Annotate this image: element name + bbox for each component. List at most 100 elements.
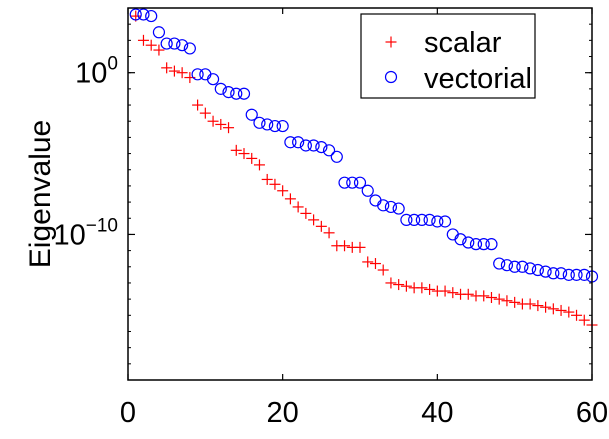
legend-box bbox=[360, 13, 536, 99]
data-markers bbox=[129, 8, 599, 331]
legend-marker-vectorial bbox=[384, 70, 398, 84]
vectorial-point bbox=[469, 238, 483, 251]
scalar-point bbox=[223, 122, 235, 134]
vectorial-point bbox=[330, 150, 343, 163]
vectorial-point bbox=[137, 8, 150, 21]
vectorial-point bbox=[547, 267, 560, 280]
vectorial-point bbox=[408, 213, 421, 226]
x-tick-label: 20 bbox=[267, 397, 299, 429]
vectorial-point bbox=[361, 184, 374, 197]
axis-ticks: 0 20 40 60 100 10−10 bbox=[54, 7, 608, 429]
scalar-point bbox=[300, 207, 312, 219]
scalar-point bbox=[308, 214, 320, 226]
scalar-point bbox=[315, 220, 327, 232]
scalar-point bbox=[230, 144, 242, 156]
vectorial-point bbox=[531, 263, 544, 277]
scalar-point bbox=[207, 115, 219, 127]
scalar-point bbox=[161, 62, 173, 74]
y-tick-label: 100 bbox=[75, 54, 118, 90]
vectorial-point bbox=[570, 268, 583, 281]
vectorial-point bbox=[160, 37, 173, 50]
vectorial-point bbox=[129, 8, 142, 21]
vectorial-point bbox=[493, 257, 506, 270]
scalar-point bbox=[369, 258, 381, 270]
scalar-point bbox=[524, 298, 536, 310]
vectorial-point bbox=[477, 238, 490, 251]
vectorial-point bbox=[485, 238, 498, 251]
vectorial-point bbox=[245, 108, 258, 121]
vectorial-point bbox=[508, 260, 521, 273]
legend-circle-icon bbox=[384, 70, 398, 84]
scalar-point bbox=[462, 288, 474, 300]
scalar-point bbox=[493, 293, 505, 305]
scalar-point bbox=[145, 39, 157, 51]
vectorial-point bbox=[438, 215, 452, 228]
scalar-point bbox=[424, 283, 436, 295]
scalar-point bbox=[246, 152, 258, 164]
vectorial-point bbox=[462, 236, 475, 249]
vectorial-point bbox=[268, 119, 282, 133]
vectorial-point bbox=[322, 144, 336, 157]
vectorial-point bbox=[222, 86, 235, 99]
vectorial-point bbox=[454, 233, 467, 246]
scalar-point bbox=[292, 201, 304, 213]
scalar-point bbox=[439, 285, 451, 297]
vectorial-point bbox=[168, 37, 181, 50]
scalar-point bbox=[199, 107, 211, 119]
vectorial-point bbox=[183, 42, 196, 55]
scalar-point bbox=[540, 301, 552, 313]
vectorial-point bbox=[176, 39, 189, 52]
scalar-point bbox=[578, 314, 590, 326]
scalar-point bbox=[485, 292, 497, 304]
vectorial-point bbox=[145, 9, 158, 23]
vectorial-point bbox=[299, 139, 312, 152]
scalar-point bbox=[563, 306, 575, 318]
scalar-point bbox=[447, 287, 459, 299]
vectorial-point bbox=[353, 176, 367, 189]
scalar-point bbox=[416, 282, 428, 294]
vectorial-point bbox=[253, 116, 266, 129]
legend-label-vectorial: vectorial bbox=[424, 63, 532, 95]
scalar-point bbox=[238, 148, 250, 160]
x-tick-label: 0 bbox=[120, 397, 136, 429]
vectorial-point bbox=[384, 200, 398, 214]
legend-label-scalar: scalar bbox=[424, 27, 502, 59]
scalar-point bbox=[284, 193, 296, 205]
vectorial-point bbox=[423, 213, 436, 226]
scalar-point bbox=[400, 280, 412, 292]
scalar-point bbox=[253, 159, 265, 171]
vectorial-point bbox=[377, 199, 390, 212]
scalar-point bbox=[215, 118, 227, 130]
scalar-point bbox=[354, 241, 366, 253]
scalar-point bbox=[571, 309, 583, 321]
vectorial-point bbox=[338, 176, 351, 189]
scalar-point bbox=[532, 300, 544, 312]
legend-marker-scalar bbox=[385, 36, 397, 48]
axes-frame bbox=[127, 7, 593, 381]
x-tick-label: 40 bbox=[421, 397, 453, 429]
vectorial-point bbox=[191, 68, 204, 81]
vectorial-point bbox=[562, 268, 575, 281]
x-tick-label: 60 bbox=[576, 397, 608, 429]
scalar-point bbox=[168, 65, 180, 77]
scalar-point bbox=[261, 173, 273, 185]
scalar-point bbox=[478, 290, 490, 302]
y-axis-label: Eigenvalue bbox=[24, 120, 57, 268]
vectorial-point bbox=[292, 136, 305, 149]
scalar-point bbox=[277, 185, 289, 197]
scalar-point bbox=[555, 304, 567, 316]
vectorial-point bbox=[524, 262, 537, 275]
y-tick-label: 10−10 bbox=[54, 215, 119, 251]
scalar-point bbox=[339, 240, 351, 252]
vectorial-point bbox=[206, 73, 220, 86]
vectorial-point bbox=[415, 213, 428, 226]
vectorial-point bbox=[315, 140, 328, 154]
vectorial-point bbox=[307, 139, 320, 152]
scalar-point bbox=[362, 256, 374, 268]
vectorial-point bbox=[276, 119, 289, 133]
scalar-point bbox=[323, 227, 335, 239]
vectorial-point bbox=[516, 260, 529, 273]
vectorial-point bbox=[152, 26, 166, 39]
legend-plus-icon bbox=[385, 36, 397, 48]
scalar-point bbox=[153, 44, 165, 56]
